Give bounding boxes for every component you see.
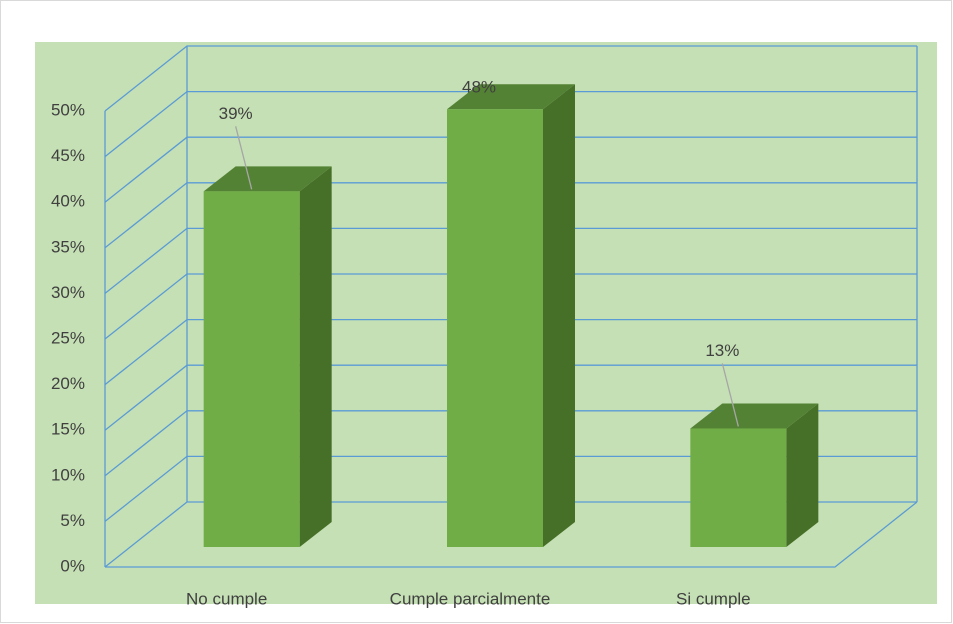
leader-line (235, 126, 253, 190)
floor (105, 501, 918, 568)
y-tick-label: 35% (51, 237, 85, 256)
grid-line (104, 90, 917, 158)
bar-top (690, 403, 819, 429)
grid-line (104, 501, 917, 568)
y-tick-label: 45% (51, 146, 85, 165)
y-tick-label: 50% (51, 100, 85, 119)
grid-line (104, 273, 917, 340)
bar-side (299, 166, 332, 547)
bar-top (447, 84, 575, 110)
grid-line (104, 182, 917, 249)
grid-line (104, 227, 917, 294)
value-label: 48% (462, 77, 496, 96)
bar (447, 109, 543, 548)
y-tick-label: 20% (51, 374, 85, 393)
bar-side (786, 403, 819, 547)
bar (203, 191, 300, 547)
bar (690, 428, 787, 547)
bar-top (203, 166, 332, 192)
leader-line (721, 363, 739, 427)
y-tick-label: 30% (51, 283, 85, 302)
y-tick-label: 25% (51, 328, 85, 347)
y-tick-label: 15% (51, 420, 85, 439)
value-label: 39% (219, 104, 253, 123)
bar-side (543, 84, 575, 548)
value-label: 13% (705, 341, 739, 360)
x-tick-label: No cumple (186, 589, 267, 608)
x-tick-label: Cumple parcialmente (390, 589, 551, 608)
grid-line (104, 318, 917, 386)
grid-line (104, 136, 917, 203)
x-tick-label: Si cumple (676, 589, 751, 608)
grid-line (104, 455, 917, 522)
y-tick-label: 0% (60, 556, 85, 575)
y-tick-label: 10% (51, 465, 85, 484)
grid-line (104, 410, 917, 477)
y-tick-label: 5% (60, 511, 85, 530)
grid-line (104, 45, 917, 112)
grid-line (104, 364, 917, 431)
y-tick-label: 40% (51, 192, 85, 211)
